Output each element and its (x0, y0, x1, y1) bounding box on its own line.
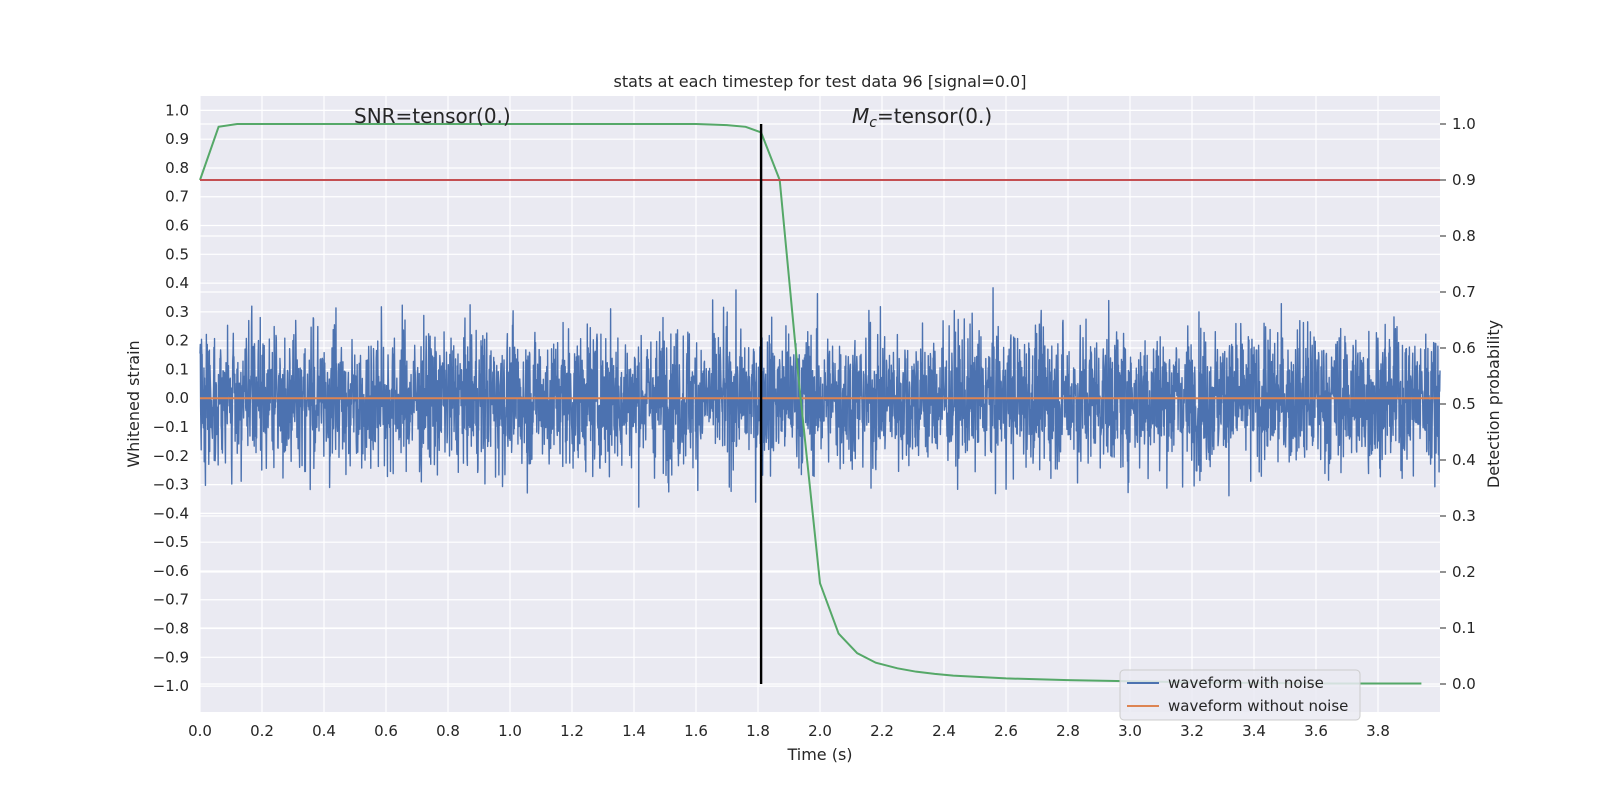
ticks: 0.0 0.2 0.4 0.6 0.8 1.0 1.2 1.4 1.6 1.8 2.0 2.2 2.4 2… (153, 101, 1476, 740)
x-tick-label: 2.8 (1056, 722, 1080, 740)
x-axis-label: Time (s) (786, 745, 852, 764)
y-left-tick-label: −0.9 (153, 648, 189, 666)
y-right-tick-label: 0.7 (1452, 283, 1476, 301)
y-right-tick-label: 0.8 (1452, 227, 1476, 245)
y-right-tick-label: 0.4 (1452, 451, 1476, 469)
snr-annotation: SNR=tensor(0.) (354, 104, 511, 128)
x-tick-label: 1.4 (622, 722, 646, 740)
y-left-tick-label: 0.3 (165, 303, 189, 321)
x-tick-label: 2.0 (808, 722, 832, 740)
x-tick-label: 0.6 (374, 722, 398, 740)
y-right-tick-label: 0.0 (1452, 675, 1476, 693)
legend: waveform with noise waveform without noi… (1119, 669, 1361, 721)
y-left-tick-label: 0.0 (165, 389, 189, 407)
y-left-tick-label: 0.9 (165, 130, 189, 148)
mc-value: =tensor(0.) (877, 104, 992, 128)
legend-label-clean: waveform without noise (1168, 697, 1348, 715)
y-left-tick-label: 0.1 (165, 360, 189, 378)
plot-layer (199, 123, 1441, 685)
x-tick-label: 3.2 (1180, 722, 1204, 740)
y-left-tick-label: 0.5 (165, 245, 189, 263)
mc-subscript: c (869, 115, 877, 131)
x-tick-label: 3.0 (1118, 722, 1142, 740)
series-waveform-with-noise (199, 287, 1441, 508)
x-tick-label: 0.8 (436, 722, 460, 740)
x-tick-label: 1.2 (560, 722, 584, 740)
y-right-tick-label: 0.5 (1452, 395, 1476, 413)
mc-symbol: M (852, 104, 869, 128)
legend-label-noise: waveform with noise (1168, 674, 1324, 692)
legend-box (1119, 669, 1361, 721)
x-tick-label: 3.4 (1242, 722, 1266, 740)
y-right-tick-label: 0.6 (1452, 339, 1476, 357)
y-left-tick-label: −0.3 (153, 476, 189, 494)
x-tick-label: 0.2 (250, 722, 274, 740)
y-left-tick-label: −0.2 (153, 447, 189, 465)
x-tick-label: 1.6 (684, 722, 708, 740)
x-tick-label: 3.6 (1304, 722, 1328, 740)
y-right-tick-label: 0.3 (1452, 507, 1476, 525)
x-tick-label: 0.4 (312, 722, 336, 740)
y-left-tick-label: −0.8 (153, 620, 189, 638)
y-left-tick-label: −0.4 (153, 504, 189, 522)
y-axis-left-label: Whitened strain (124, 340, 143, 467)
x-tick-label: 2.2 (870, 722, 894, 740)
x-tick-label: 0.0 (188, 722, 212, 740)
x-tick-label: 1.0 (498, 722, 522, 740)
y-right-tick-label: 0.1 (1452, 619, 1476, 637)
y-left-tick-label: −0.7 (153, 591, 189, 609)
y-right-tick-label: 1.0 (1452, 115, 1476, 133)
y-left-tick-label: 0.8 (165, 159, 189, 177)
chart-title: stats at each timestep for test data 96 … (614, 72, 1027, 91)
x-tick-label: 1.8 (746, 722, 770, 740)
series-detection-probability (199, 123, 1422, 685)
y-axis-right-label: Detection probability (1484, 320, 1503, 488)
y-left-tick-label: 0.7 (165, 188, 189, 206)
x-tick-label: 3.8 (1366, 722, 1390, 740)
y-right-tick-label: 0.9 (1452, 171, 1476, 189)
y-left-tick-label: 1.0 (165, 101, 189, 119)
y-left-tick-label: 0.2 (165, 332, 189, 350)
x-tick-label: 2.6 (994, 722, 1018, 740)
y-left-tick-label: 0.6 (165, 217, 189, 235)
y-left-tick-label: −0.6 (153, 562, 189, 580)
y-right-tick-label: 0.2 (1452, 563, 1476, 581)
y-left-tick-label: −1.0 (153, 677, 189, 695)
y-left-tick-label: −0.5 (153, 533, 189, 551)
mc-annotation: Mc=tensor(0.) (852, 104, 992, 131)
x-tick-label: 2.4 (932, 722, 956, 740)
y-left-tick-label: −0.1 (153, 418, 189, 436)
y-left-tick-label: 0.4 (165, 274, 189, 292)
